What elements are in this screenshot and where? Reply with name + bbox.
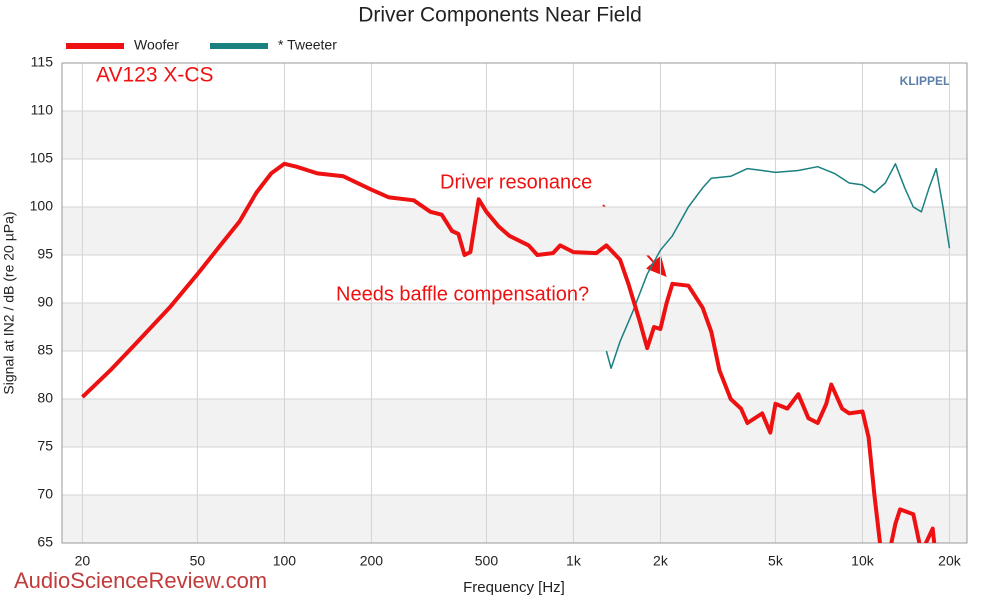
- legend-label: Woofer: [134, 37, 179, 53]
- watermark: AudioScienceReview.com: [14, 568, 267, 593]
- x-tick-label: 2k: [653, 553, 669, 569]
- y-tick-label: 115: [31, 54, 54, 70]
- y-tick-label: 105: [30, 150, 54, 166]
- y-tick-label: 95: [37, 246, 53, 262]
- grid-band: [62, 111, 967, 159]
- x-tick-label: 100: [273, 553, 297, 569]
- y-tick-label: 80: [37, 390, 53, 406]
- y-tick-label: 75: [37, 438, 53, 454]
- y-tick-label: 65: [37, 534, 53, 550]
- y-tick-label: 100: [30, 198, 54, 214]
- y-tick-label: 90: [37, 294, 53, 310]
- y-tick-label: 110: [31, 102, 54, 118]
- grid-band: [62, 303, 967, 351]
- x-tick-label: 20: [75, 553, 91, 569]
- legend-label: * Tweeter: [278, 37, 337, 53]
- x-tick-label: 10k: [851, 553, 875, 569]
- series-line: [605, 163, 951, 370]
- x-tick-label: 1k: [566, 553, 582, 569]
- x-tick-label: 5k: [768, 553, 784, 569]
- grid-band: [62, 207, 967, 255]
- plot-area: [81, 161, 951, 543]
- y-tick-label: 85: [37, 342, 53, 358]
- chart-title: Driver Components Near Field: [358, 4, 642, 27]
- x-tick-label: 200: [360, 553, 384, 569]
- annotation: AV123 X-CS: [96, 64, 214, 87]
- y-tick-label: 70: [37, 486, 53, 502]
- series-line: [81, 161, 937, 543]
- plot-frame: [61, 62, 968, 544]
- grid-band: [62, 495, 967, 543]
- x-tick-label: 20k: [938, 553, 962, 569]
- y-axis-label: Signal at IN2 / dB (re 20 µPa): [1, 211, 17, 394]
- annotation: Needs baffle compensation?: [336, 283, 589, 305]
- annotation: Driver resonance: [440, 171, 592, 193]
- logo: KLIPPEL: [900, 74, 951, 88]
- x-tick-label: 500: [475, 553, 499, 569]
- x-tick-label: 50: [190, 553, 206, 569]
- x-axis-label: Frequency [Hz]: [463, 579, 565, 596]
